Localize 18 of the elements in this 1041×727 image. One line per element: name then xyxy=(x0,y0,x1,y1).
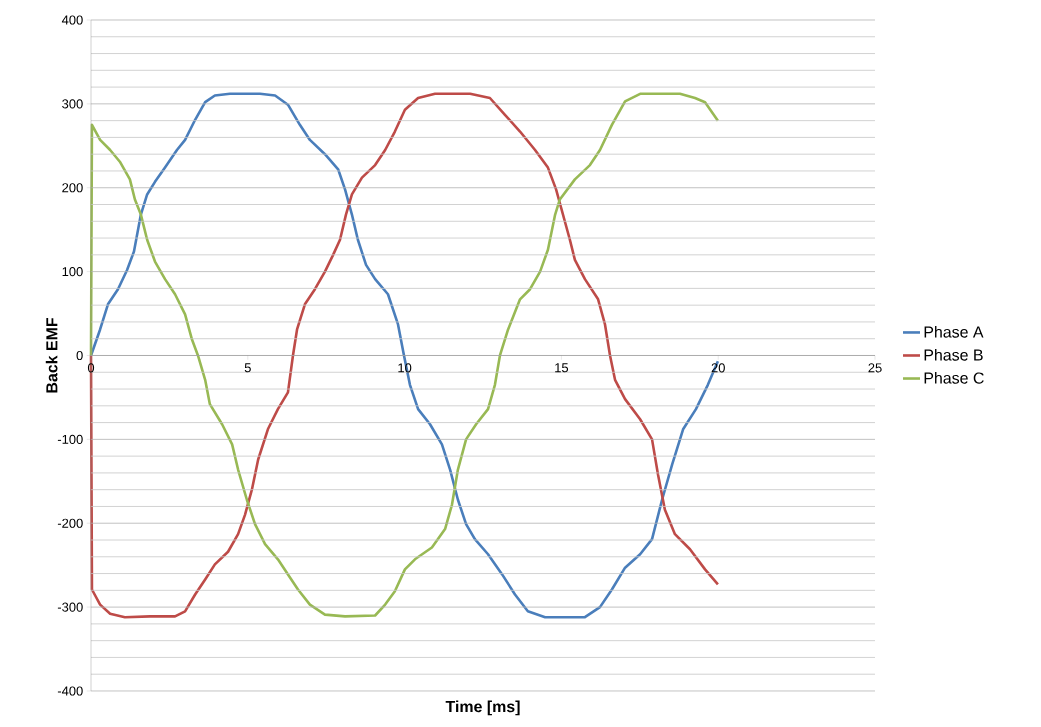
x-tick-label: 5 xyxy=(244,363,251,373)
x-tick-label: 25 xyxy=(868,363,882,373)
y-tick-label: 300 xyxy=(62,99,83,109)
y-tick-label: 400 xyxy=(61,15,83,25)
x-tick-label: 15 xyxy=(555,363,569,373)
y-tick-label: -200 xyxy=(57,518,83,528)
y-tick-label: 0 xyxy=(76,350,83,361)
y-axis-title: Back EMF xyxy=(45,318,58,393)
y-tick-label: 200 xyxy=(62,183,83,193)
y-tick-label: -400 xyxy=(57,686,83,696)
y-tick-label: -300 xyxy=(57,602,83,612)
x-tick-label: 0 xyxy=(87,363,95,373)
x-axis-title: Time [ms] xyxy=(445,700,520,716)
legend-label: Phase A xyxy=(924,325,984,338)
legend-label: Phase B xyxy=(924,348,983,361)
y-tick-label: 100 xyxy=(62,267,83,277)
y-tick-label: -100 xyxy=(57,434,83,444)
legend-label: Phase C xyxy=(924,372,984,384)
